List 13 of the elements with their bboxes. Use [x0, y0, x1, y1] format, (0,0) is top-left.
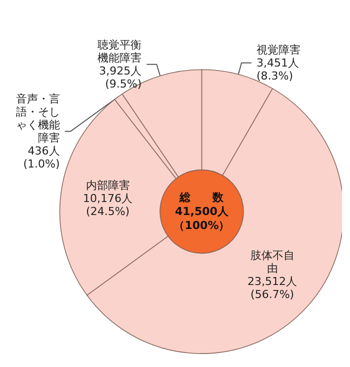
slice-label: 肢体不自由	[250, 248, 294, 275]
slice-label: 内部障害	[86, 178, 130, 192]
slice-label: 視覚障害	[256, 43, 300, 56]
data-label: 436人 (1.0%)	[23, 144, 60, 170]
text: 総 数	[178, 191, 225, 204]
slice-label: 音声・言語・そしゃく機能障害	[16, 92, 60, 144]
data-label: 10,176人 (24.5%)	[83, 192, 133, 218]
slice-label: 聴覚平衡機能障害	[98, 38, 142, 64]
data-label: 3,925人 (9.5%)	[99, 64, 142, 90]
data-label: 3,451人 (8.3%)	[256, 56, 299, 82]
data-label: 23,512人 (56.7%)	[248, 274, 298, 301]
text: 41,500人	[174, 205, 230, 218]
text: （100%）	[174, 219, 230, 232]
